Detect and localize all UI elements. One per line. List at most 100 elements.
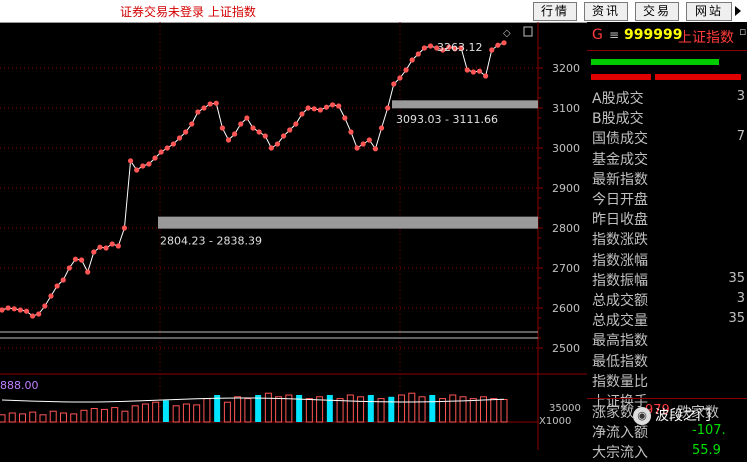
price-point — [489, 47, 495, 53]
price-point — [30, 313, 36, 319]
price-point — [183, 129, 189, 135]
volume-ratio-red-bar-2 — [655, 74, 741, 80]
volume-bar — [8, 412, 16, 423]
price-point — [268, 145, 274, 151]
panel-footer-value: 979 — [645, 403, 670, 418]
price-point — [48, 293, 54, 299]
volume-bar — [172, 405, 180, 423]
panel-row-label: 总成交量 — [592, 313, 648, 330]
upper-band — [392, 100, 538, 109]
volume-bar — [336, 398, 344, 423]
panel-row-label: 基金成交 — [592, 151, 648, 168]
price-point — [109, 241, 115, 247]
volume-bar — [500, 399, 508, 423]
price-point — [464, 67, 470, 73]
price-point — [219, 125, 225, 131]
panel-row-label: B股成交 — [592, 111, 644, 128]
watermark: ◉ 波段之门 — [633, 405, 711, 425]
price-point — [78, 257, 85, 263]
price-point — [305, 105, 311, 111]
volume-bar — [490, 398, 498, 423]
panel-header: G ≡ 999999 上证指数 ▫ — [587, 22, 747, 51]
volume-bar — [111, 407, 119, 423]
price-point — [207, 101, 213, 107]
y-tick-label: 2700 — [552, 262, 580, 275]
trade-button[interactable]: 交易 — [635, 2, 679, 21]
price-point — [348, 129, 354, 135]
price-point — [452, 46, 458, 52]
volume-bar — [469, 398, 477, 423]
price-point — [385, 105, 391, 111]
price-point — [336, 103, 342, 109]
volume-bar — [39, 414, 47, 423]
window-title: 证券交易未登录 上证指数 — [120, 5, 256, 19]
volume-bar — [59, 412, 67, 423]
volume-bar — [90, 408, 98, 423]
price-point — [23, 308, 30, 314]
price-point — [476, 68, 483, 74]
volume-bar — [367, 395, 374, 422]
panel-row-value: 35 — [728, 270, 745, 286]
panel-row-label: 指数量比 — [592, 373, 648, 390]
panel-row-label: 总成交额 — [592, 293, 648, 309]
upper-band-label: 3093.03 - 3111.66 — [396, 113, 498, 126]
menu-icon[interactable]: ≡ — [609, 28, 620, 42]
peak-label: 3263.12 — [437, 41, 483, 54]
price-point — [299, 111, 305, 117]
volume-bar — [296, 395, 303, 422]
price-point — [317, 107, 323, 113]
price-point — [250, 125, 256, 131]
price-point — [360, 141, 366, 147]
price-point — [354, 145, 360, 151]
price-point — [281, 133, 287, 139]
panel-row-label: A股成交 — [592, 91, 644, 107]
volume-bar — [357, 396, 365, 423]
panel-row-label: 昨日收盘 — [592, 212, 648, 229]
website-button[interactable]: 网站 — [686, 2, 732, 21]
quotes-button[interactable]: 行情 — [533, 2, 577, 21]
price-point — [483, 73, 489, 79]
y-tick-label: 3200 — [552, 62, 580, 75]
volume-bar — [449, 394, 457, 423]
price-point — [146, 161, 152, 167]
volume-ratio-green-bar — [591, 59, 719, 65]
price-point — [127, 158, 134, 164]
volume-bar — [264, 392, 272, 423]
volume-bar — [29, 411, 37, 423]
volume-label: 888.00 — [0, 379, 39, 392]
y-tick-label: 3100 — [552, 102, 580, 115]
volume-ratio-red-bar-1 — [591, 74, 651, 80]
code-prefix: G — [592, 27, 603, 43]
price-point — [158, 149, 164, 155]
panel-row-label: 最高指数 — [592, 333, 648, 350]
volume-bar — [305, 398, 313, 423]
price-point — [42, 303, 48, 309]
y-tick-label: 3000 — [552, 142, 580, 155]
watermark-logo-icon: ◉ — [633, 407, 651, 425]
price-chart[interactable]: 3200 3100 3000 2900 2800 2700 2600 2500 3093.03… — [0, 22, 587, 450]
window-icon — [523, 26, 533, 37]
price-point — [60, 277, 66, 283]
panel-row-label: 指数振幅 — [592, 272, 648, 289]
panel-footer-value: -107. — [692, 423, 726, 438]
scroll-right-icon[interactable] — [735, 6, 741, 16]
volume-bar — [244, 398, 252, 423]
price-point — [115, 243, 121, 249]
panel-row-value: 35 — [728, 311, 745, 327]
price-point — [274, 141, 281, 147]
y-tick-label: 2900 — [552, 182, 580, 195]
panel-footer-label: 净流入额 — [592, 425, 648, 441]
lower-band — [158, 216, 538, 229]
price-point — [421, 45, 428, 51]
volume-bar — [193, 404, 201, 423]
watermark-text: 波段之门 — [655, 408, 711, 424]
news-button[interactable]: 资讯 — [584, 2, 628, 21]
volume-bar — [275, 396, 283, 423]
price-point — [213, 100, 219, 106]
price-point — [0, 307, 5, 313]
price-point — [66, 265, 72, 271]
price-point — [391, 81, 397, 87]
price-point — [244, 115, 250, 121]
volume-bar — [398, 394, 406, 423]
volume-bar — [162, 400, 169, 422]
